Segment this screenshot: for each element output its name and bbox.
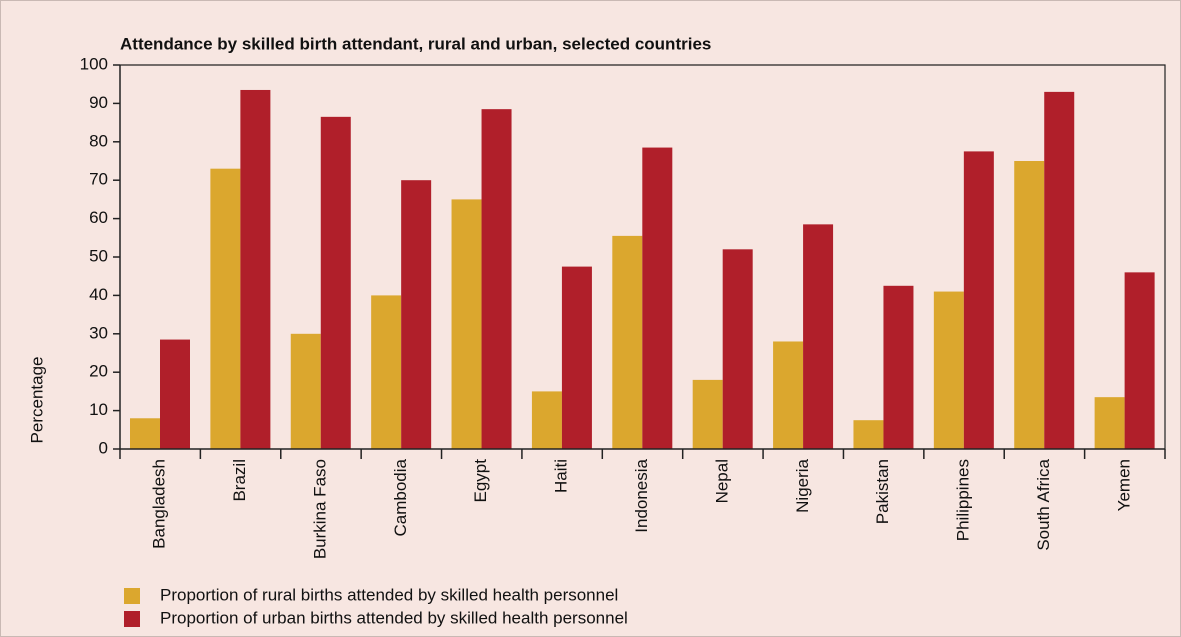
x-tick-label: Egypt xyxy=(471,459,490,503)
bar xyxy=(1044,91,1075,449)
x-tick-label: Philippines xyxy=(954,459,973,541)
y-tick-label: 50 xyxy=(89,246,108,265)
y-tick-label: 40 xyxy=(89,285,108,304)
legend-swatch xyxy=(124,611,140,627)
legend-label: Proportion of urban births attended by s… xyxy=(160,608,628,627)
plot-frame xyxy=(120,64,1166,449)
y-tick-label: 60 xyxy=(89,208,108,227)
bar xyxy=(883,285,914,449)
bar xyxy=(240,89,271,450)
bar xyxy=(722,249,753,449)
x-tick-label: Nepal xyxy=(712,459,731,503)
bar xyxy=(612,235,643,449)
bar xyxy=(451,199,482,449)
y-tick-label: 90 xyxy=(89,93,108,112)
bar xyxy=(320,116,351,449)
x-tick-label: Haiti xyxy=(552,459,571,493)
x-tick-label: Burkina Faso xyxy=(310,459,329,559)
y-tick-label: 0 xyxy=(99,438,108,457)
x-tick-label: Brazil xyxy=(230,459,249,502)
bar xyxy=(130,418,160,449)
x-tick-label: Yemen xyxy=(1114,459,1133,511)
x-tick-label: Bangladesh xyxy=(150,459,169,549)
bar xyxy=(290,333,321,449)
bar xyxy=(933,291,964,449)
y-tick-label: 100 xyxy=(80,54,108,73)
bar xyxy=(1124,272,1155,449)
bar xyxy=(853,420,884,449)
bar xyxy=(210,168,241,449)
bar xyxy=(692,379,723,449)
x-tick-label: Indonesia xyxy=(632,458,651,532)
bar xyxy=(531,391,562,449)
legend-label: Proportion of rural births attended by s… xyxy=(160,585,618,604)
x-tick-label: Cambodia xyxy=(391,458,410,536)
x-tick-label: Pakistan xyxy=(873,459,892,524)
bar xyxy=(963,151,994,449)
chart-title: Attendance by skilled birth attendant, r… xyxy=(120,34,711,53)
legend-swatch xyxy=(124,588,140,604)
y-tick-label: 20 xyxy=(89,362,108,381)
bar xyxy=(561,266,592,449)
y-tick-label: 10 xyxy=(89,400,108,419)
y-tick-label: 30 xyxy=(89,323,108,342)
y-axis-label: Percentage xyxy=(27,357,46,444)
y-tick-label: 80 xyxy=(89,131,108,150)
bar xyxy=(773,341,804,449)
x-tick-label: Nigeria xyxy=(793,458,812,512)
bar xyxy=(1094,397,1125,449)
bar xyxy=(371,295,402,449)
x-tick-label: South Africa xyxy=(1034,458,1053,550)
bar xyxy=(1014,161,1045,449)
y-tick-label: 70 xyxy=(89,170,108,189)
bar xyxy=(642,147,673,449)
bar xyxy=(481,109,512,449)
bar xyxy=(803,224,834,449)
bar xyxy=(401,180,432,449)
bar xyxy=(160,339,190,449)
